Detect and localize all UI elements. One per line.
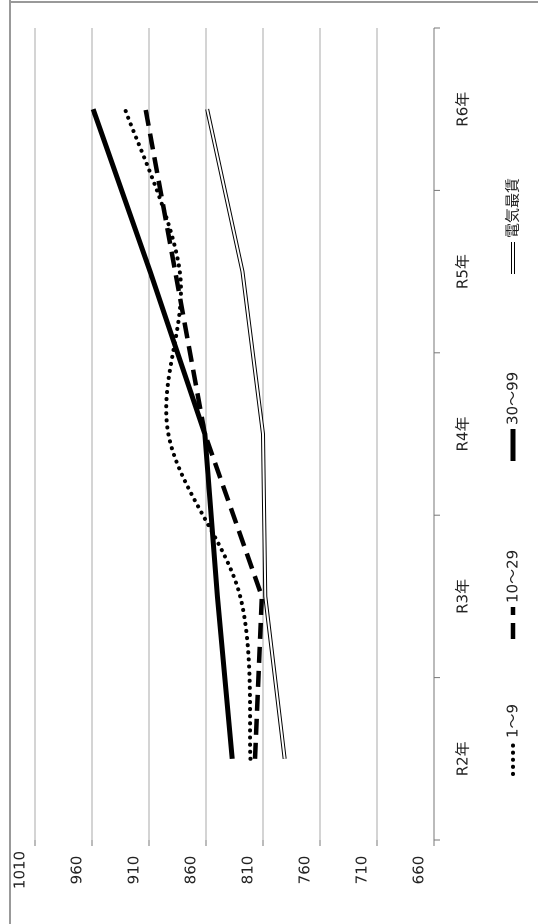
x-tick-label: R6年 (454, 92, 472, 127)
legend-label: 10～29 (504, 550, 522, 603)
x-tick-label: R2年 (454, 741, 472, 776)
series-line (206, 108, 286, 759)
y-tick-label: 810 (239, 856, 257, 885)
x-tick-label: R4年 (454, 417, 472, 452)
x-tick-label: R3年 (454, 579, 472, 614)
series-line (143, 108, 265, 759)
series-line (123, 107, 253, 761)
y-tick-label: 760 (296, 856, 314, 885)
rotated-plot: 660 710 760 810 860 910 960 1010 R2年 R3年 R4年 R5年 R6年… (11, 27, 522, 889)
y-tick-label: 660 (410, 856, 428, 885)
y-tick-label: 860 (182, 856, 200, 885)
y-tick-label: 1010 (11, 851, 29, 889)
y-tick-label: 710 (353, 856, 371, 885)
y-tick-label: 910 (125, 856, 143, 885)
legend-label: 電気最賃 (504, 178, 522, 238)
y-tick-label: 960 (68, 856, 86, 885)
x-tick-label: R5年 (454, 254, 472, 289)
legend-label: 30～99 (504, 372, 522, 425)
series-line (90, 108, 235, 760)
legend-label: 1～9 (504, 704, 522, 738)
